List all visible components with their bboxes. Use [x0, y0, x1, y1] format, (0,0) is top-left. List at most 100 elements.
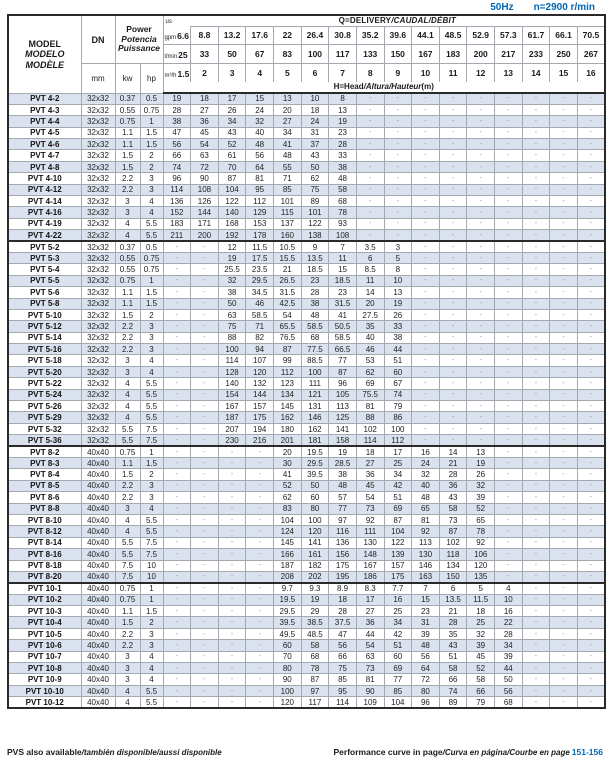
- head-cell: -: [576, 639, 606, 652]
- head-cell: -: [576, 605, 606, 618]
- head-cell: 27: [355, 456, 385, 470]
- head-cell: 111: [300, 377, 330, 390]
- head-cell: -: [438, 388, 468, 402]
- model-cell: PVT 8-4: [7, 468, 82, 481]
- head-cell: 26.5: [273, 274, 302, 288]
- dn-cell: 32x32: [80, 434, 116, 447]
- head-cell: 87: [300, 673, 330, 686]
- table-row: PVT 10-4 40x40 1.5 2- - - -39.5 38.5 37.5 36 34 31 2…: [7, 616, 606, 629]
- dn-cell: 32x32: [80, 263, 116, 276]
- head-cell: -: [438, 217, 468, 231]
- hp-cell: 3: [139, 639, 164, 652]
- head-cell: 29.5: [273, 605, 302, 618]
- model-cell: PVT 4-4: [7, 115, 82, 128]
- kw-cell: 3: [114, 365, 141, 379]
- head-cell: 134: [438, 559, 468, 572]
- head-cell: 48: [328, 479, 357, 493]
- head-cell: 66: [466, 684, 495, 698]
- head-cell: -: [217, 581, 247, 595]
- head-cell: -: [576, 354, 606, 367]
- model-cell: PVT 10-12: [7, 696, 82, 709]
- head-cell: 55: [273, 160, 302, 174]
- kw-cell: 0.75: [114, 445, 141, 459]
- head-cell: -: [190, 331, 219, 345]
- kw-cell: 0.75: [114, 593, 141, 607]
- head-cell: -: [245, 525, 274, 538]
- flow-value-cell: 12: [466, 63, 495, 82]
- head-cell: 13.5: [438, 593, 468, 607]
- frequency-value: 50Hz: [490, 2, 514, 13]
- flow-value-cell: 150: [383, 44, 413, 64]
- head-cell: -: [549, 217, 578, 231]
- head-cell: -: [521, 491, 551, 504]
- head-cell: -: [411, 434, 440, 447]
- head-cell: 10.5: [273, 240, 302, 253]
- model-cell: PVT 8-20: [7, 570, 82, 584]
- head-cell: 145: [273, 400, 302, 413]
- head-cell: 65: [466, 513, 495, 527]
- q-delivery-title: Q=DELIVERY/CAUDAL/DÉBIT: [190, 14, 606, 27]
- head-cell: -: [494, 263, 523, 276]
- head-cell: 64: [411, 662, 440, 675]
- head-cell: 27: [190, 103, 219, 117]
- model-cell: PVT 10-8: [7, 662, 82, 675]
- flow-value-cell: 117: [328, 44, 357, 64]
- head-cell: -: [521, 229, 551, 242]
- model-cell: PVT 5-32: [7, 422, 82, 436]
- table-row: PVT 4-14 32x32 3 4 136 126 122 112 101 89 68- - - - - -…: [7, 194, 606, 208]
- curve-note-translations: /Curva en página/Courbe en page: [442, 748, 570, 757]
- head-cell: 29.5: [245, 274, 274, 288]
- flow-value-cell: 33: [190, 44, 219, 64]
- head-cell: -: [245, 536, 274, 550]
- head-cell: 34: [273, 126, 302, 140]
- head-cell: 162: [300, 422, 330, 436]
- table-row: PVT 8-5 40x40 2.2 3- - - -52 50 48 45 42 40 36 32- - - -: [7, 479, 606, 493]
- head-cell: 27: [355, 605, 385, 618]
- lmin-first-cell: l/min25: [162, 44, 192, 64]
- hp-cell: 5.5: [139, 411, 164, 424]
- head-cell: -: [162, 479, 192, 493]
- head-cell: -: [549, 422, 578, 436]
- head-cell: 8: [328, 92, 357, 105]
- head-cell: 108: [190, 183, 219, 197]
- hp-cell: 3: [139, 183, 164, 197]
- head-cell: -: [217, 468, 247, 481]
- kw-cell: 4: [114, 513, 141, 527]
- head-cell: -: [494, 456, 523, 470]
- head-cell: -: [438, 160, 468, 174]
- head-cell: -: [576, 650, 606, 664]
- dn-cell: 40x40: [80, 491, 116, 504]
- m3h-row: mm kw hp m³/h1.5 2 3 4 5 6 7 8 9 10 11 12 13 14 15 16: [8, 63, 606, 93]
- head-cell: 9.3: [300, 581, 330, 595]
- head-cell: -: [190, 308, 219, 322]
- dn-cell: 40x40: [80, 570, 116, 584]
- dn-cell: 40x40: [80, 456, 116, 470]
- head-cell: -: [190, 240, 219, 253]
- flow-value-cell: 44.1: [411, 25, 440, 45]
- head-cell: -: [411, 92, 440, 105]
- head-cell: -: [438, 286, 468, 299]
- head-cell: -: [521, 274, 551, 288]
- dn-cell: 32x32: [80, 217, 116, 231]
- head-cell: 118: [438, 548, 468, 561]
- kw-cell: 0.37: [114, 240, 141, 253]
- head-cell: 49.5: [273, 627, 302, 641]
- head-cell: 62: [355, 365, 385, 379]
- head-cell: -: [521, 308, 551, 322]
- head-cell: -: [438, 115, 468, 128]
- head-cell: 36: [190, 115, 219, 128]
- head-cell: 107: [245, 354, 274, 367]
- head-cell: -: [466, 343, 495, 356]
- frequency-note: 50Hz n=2900 r/min: [490, 2, 595, 13]
- hp-cell: 0.5: [139, 92, 164, 105]
- head-cell: -: [411, 206, 440, 219]
- model-cell: PVT 4-19: [7, 217, 82, 231]
- head-cell: -: [549, 650, 578, 664]
- head-cell: -: [576, 479, 606, 493]
- head-cell: -: [162, 331, 192, 345]
- table-row: PVT 10-7 40x40 3 4- - - -70 68 66 63 60 56 51 45 39- - -: [7, 650, 606, 664]
- head-cell: -: [494, 138, 523, 151]
- model-cell: PVT 10-6: [7, 639, 82, 652]
- head-cell: -: [217, 593, 247, 607]
- head-cell: 27: [273, 115, 302, 128]
